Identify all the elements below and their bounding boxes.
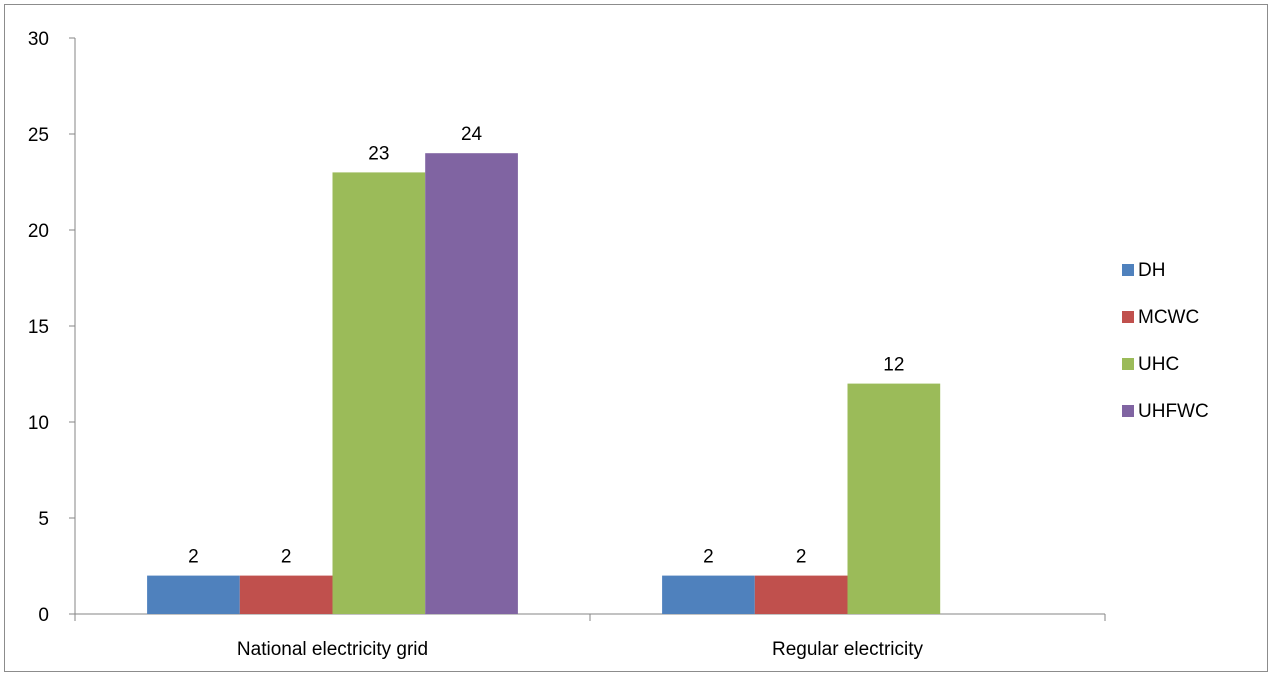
y-tick-label: 15 xyxy=(28,317,49,338)
bar xyxy=(332,172,426,614)
data-label: 23 xyxy=(368,143,389,164)
legend-swatch xyxy=(1122,358,1134,370)
data-label: 2 xyxy=(703,547,714,568)
data-label: 2 xyxy=(281,547,292,568)
data-label: 2 xyxy=(188,547,199,568)
legend-swatch xyxy=(1122,405,1134,417)
bar xyxy=(425,153,518,614)
legend-item: UHFWC xyxy=(1122,401,1209,422)
bar xyxy=(147,575,240,614)
x-category-label: Regular electricity xyxy=(772,639,923,660)
bar xyxy=(662,575,755,614)
data-label: 2 xyxy=(796,547,807,568)
y-tick-label: 25 xyxy=(28,125,49,146)
legend-item: UHC xyxy=(1122,354,1179,375)
legend-label: UHFWC xyxy=(1138,401,1209,422)
bars xyxy=(147,153,941,614)
legend-item: DH xyxy=(1122,260,1165,281)
legend-swatch xyxy=(1122,264,1134,276)
bar xyxy=(754,575,848,614)
y-tick-label: 0 xyxy=(38,605,49,626)
bar xyxy=(847,383,941,614)
legend-label: UHC xyxy=(1138,354,1179,375)
data-label: 24 xyxy=(461,124,483,145)
legend-label: DH xyxy=(1138,260,1165,281)
data-labels: 2 2 2 2 23 12 24 xyxy=(188,124,904,567)
legend-label: MCWC xyxy=(1138,307,1199,328)
axes: 0 5 10 15 20 25 30 National electricity grid Reg… xyxy=(28,29,1106,660)
legend-item: MCWC xyxy=(1122,307,1199,328)
bar xyxy=(239,575,333,614)
x-category-label: National electricity grid xyxy=(237,639,428,660)
chart-frame: 0 5 10 15 20 25 30 National electricity grid Reg… xyxy=(4,4,1268,672)
y-tick-label: 30 xyxy=(28,29,49,50)
y-tick-label: 5 xyxy=(38,509,49,530)
legend: DH MCWC UHC UHFWC xyxy=(1122,260,1209,422)
y-tick-label: 10 xyxy=(28,413,49,434)
y-tick-label: 20 xyxy=(28,221,49,242)
legend-swatch xyxy=(1122,311,1134,323)
bar-chart: 0 5 10 15 20 25 30 National electricity grid Reg… xyxy=(28,29,1209,660)
data-label: 12 xyxy=(883,355,904,376)
